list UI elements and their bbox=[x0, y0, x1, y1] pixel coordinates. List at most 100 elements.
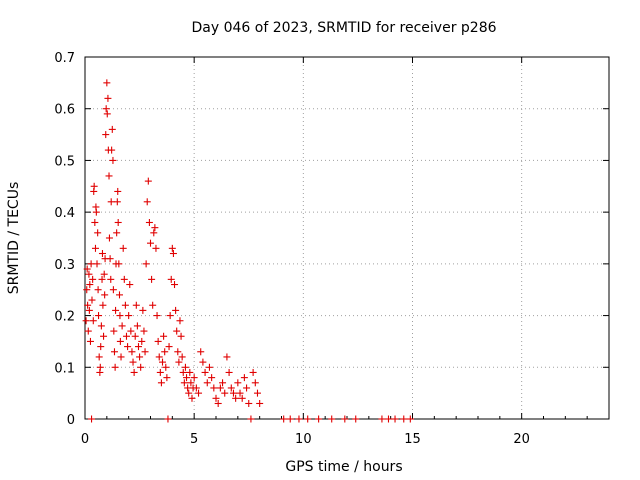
data-point bbox=[165, 343, 173, 351]
data-point bbox=[141, 348, 149, 356]
data-point bbox=[100, 332, 108, 340]
chart-title: Day 046 of 2023, SRMTID for receiver p28… bbox=[191, 20, 496, 36]
data-point bbox=[139, 306, 147, 314]
data-point bbox=[229, 389, 237, 397]
data-point bbox=[144, 177, 152, 185]
data-point bbox=[95, 312, 103, 320]
data-point bbox=[148, 275, 156, 283]
data-point bbox=[101, 291, 109, 299]
y-tick-label: 0.1 bbox=[54, 361, 75, 376]
data-point bbox=[175, 358, 183, 366]
data-point bbox=[99, 301, 107, 309]
data-point bbox=[102, 105, 110, 113]
data-point bbox=[304, 415, 312, 423]
data-point bbox=[166, 312, 174, 320]
data-point bbox=[157, 379, 165, 387]
data-point bbox=[240, 374, 248, 382]
data-point bbox=[120, 275, 128, 283]
data-point bbox=[110, 348, 118, 356]
y-tick-label: 0.3 bbox=[54, 258, 75, 273]
data-point bbox=[104, 94, 112, 102]
data-point bbox=[129, 358, 137, 366]
data-point bbox=[156, 368, 164, 376]
data-point bbox=[117, 353, 125, 361]
x-tick-label: 15 bbox=[404, 432, 421, 447]
data-point bbox=[227, 384, 235, 392]
data-point bbox=[140, 327, 148, 335]
y-axis-label: SRMTID / TECUs bbox=[6, 182, 22, 295]
x-tick-label: 0 bbox=[81, 432, 89, 447]
data-point bbox=[118, 322, 126, 330]
data-point bbox=[149, 301, 157, 309]
data-point bbox=[96, 363, 104, 371]
data-point bbox=[147, 239, 154, 247]
data-point bbox=[103, 110, 111, 118]
data-point bbox=[203, 379, 211, 387]
data-point bbox=[177, 332, 185, 340]
data-point bbox=[180, 379, 188, 387]
data-point bbox=[162, 363, 170, 371]
data-point bbox=[133, 322, 141, 330]
data-point bbox=[253, 389, 261, 397]
data-point bbox=[164, 415, 172, 423]
data-point bbox=[116, 312, 124, 320]
data-point bbox=[91, 218, 99, 226]
data-point bbox=[93, 260, 101, 268]
axis-ticks: 0 5 10 15 20 0 0.1 0.2 0.3 0.4 0.5 0.6 0.7 bbox=[54, 51, 609, 447]
y-tick-label: 0.7 bbox=[54, 51, 75, 66]
data-markers bbox=[82, 79, 414, 423]
data-point bbox=[185, 389, 193, 397]
data-point bbox=[138, 337, 146, 345]
data-point bbox=[151, 224, 159, 232]
data-point bbox=[126, 281, 134, 289]
data-point bbox=[295, 415, 303, 423]
data-point bbox=[378, 415, 386, 423]
data-point bbox=[143, 198, 151, 206]
data-point bbox=[112, 306, 120, 314]
data-point bbox=[186, 368, 194, 376]
data-point bbox=[111, 363, 119, 371]
data-point bbox=[249, 368, 257, 376]
data-point bbox=[84, 301, 92, 309]
data-point bbox=[87, 260, 95, 268]
data-point bbox=[219, 379, 227, 387]
x-tick-label: 20 bbox=[513, 432, 530, 447]
data-point bbox=[159, 358, 167, 366]
data-point bbox=[97, 322, 105, 330]
data-point bbox=[113, 198, 121, 206]
data-point bbox=[114, 187, 122, 195]
data-point bbox=[178, 353, 186, 361]
data-point bbox=[315, 415, 323, 423]
y-tick-label: 0.4 bbox=[54, 206, 75, 221]
data-point bbox=[109, 156, 117, 164]
data-point bbox=[197, 348, 205, 356]
data-point bbox=[221, 389, 229, 397]
data-point bbox=[145, 218, 153, 226]
data-point bbox=[341, 415, 349, 423]
data-point bbox=[384, 415, 392, 423]
x-tick-label: 5 bbox=[190, 432, 198, 447]
data-point bbox=[280, 415, 288, 423]
data-point bbox=[195, 389, 203, 397]
data-point bbox=[256, 399, 264, 407]
data-point bbox=[400, 415, 408, 423]
data-point bbox=[214, 399, 222, 407]
data-point bbox=[174, 348, 182, 356]
grid bbox=[85, 57, 609, 419]
data-point bbox=[247, 415, 255, 423]
data-point bbox=[391, 415, 399, 423]
data-point bbox=[286, 415, 294, 423]
data-point bbox=[167, 275, 175, 283]
data-point bbox=[115, 291, 123, 299]
data-point bbox=[176, 317, 184, 325]
data-point bbox=[128, 348, 136, 356]
data-point bbox=[89, 275, 97, 283]
data-point bbox=[108, 146, 116, 154]
data-point bbox=[199, 358, 207, 366]
data-point bbox=[98, 275, 106, 283]
data-point bbox=[243, 384, 251, 392]
data-point bbox=[236, 389, 244, 397]
data-point bbox=[86, 281, 94, 289]
data-point bbox=[113, 229, 121, 237]
y-tick-label: 0.2 bbox=[54, 310, 75, 325]
